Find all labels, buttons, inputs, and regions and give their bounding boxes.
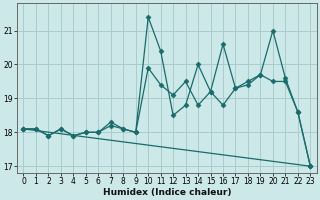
- X-axis label: Humidex (Indice chaleur): Humidex (Indice chaleur): [103, 188, 231, 197]
